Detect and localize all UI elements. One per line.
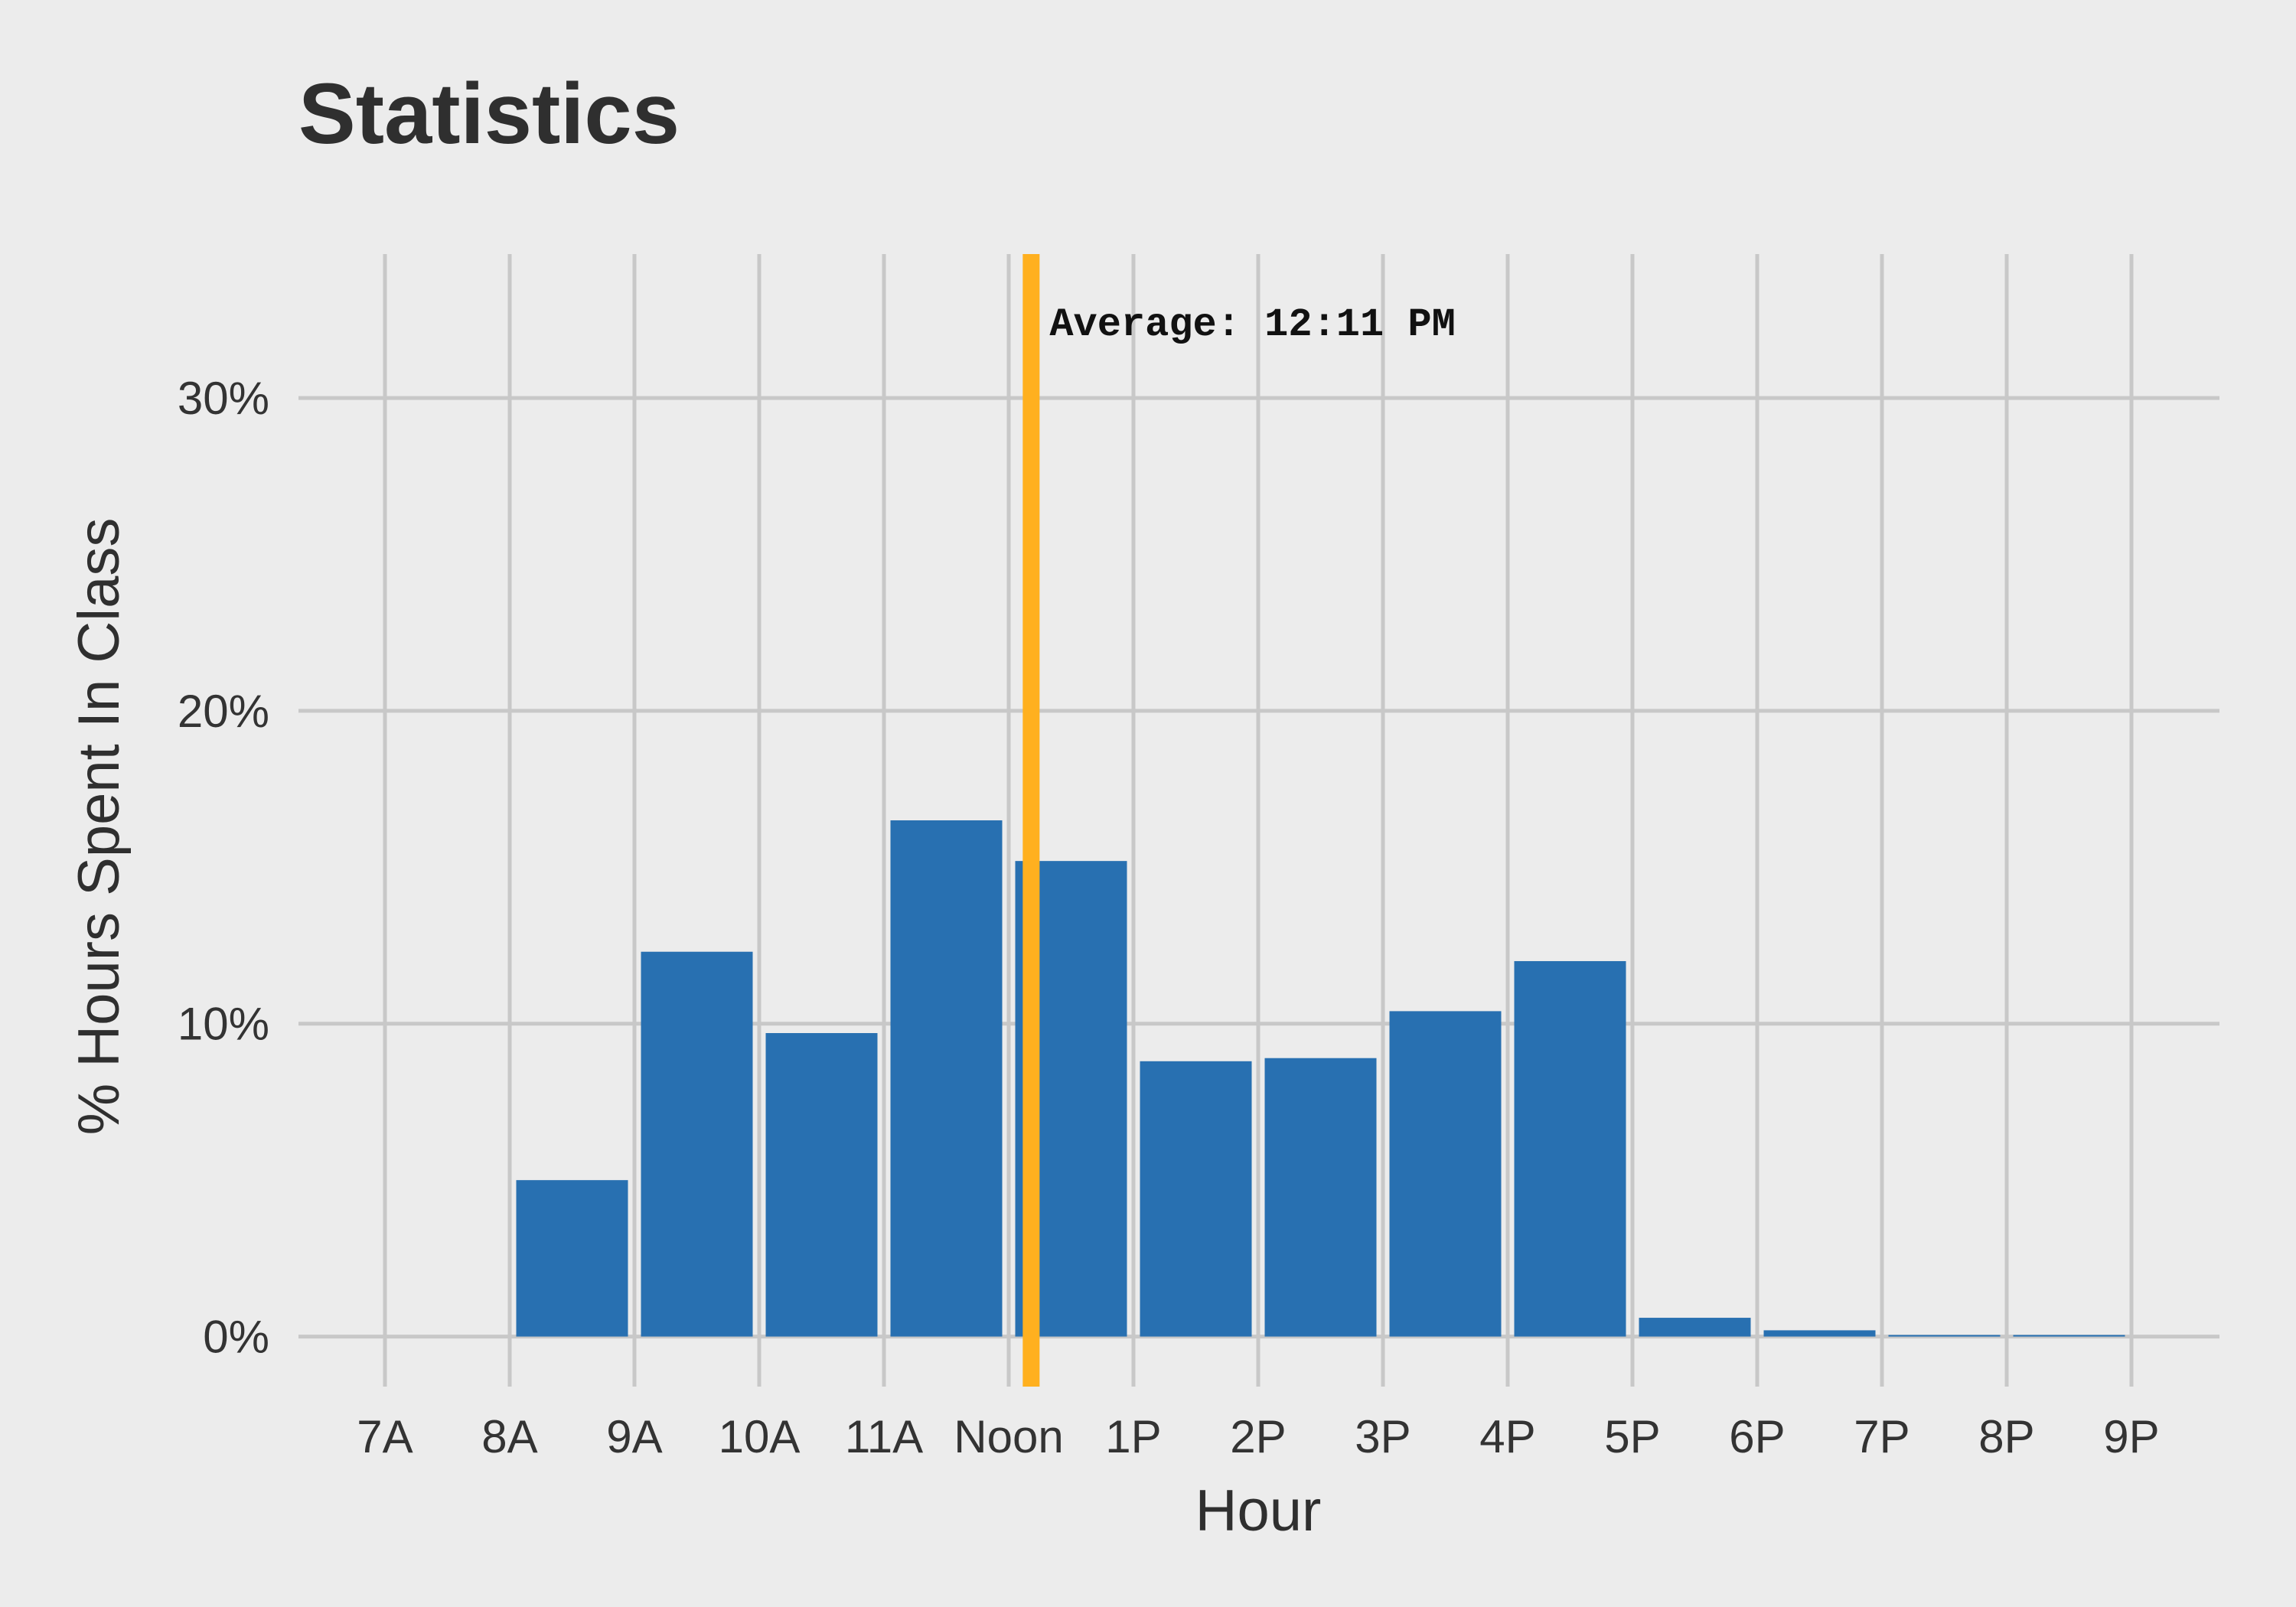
average-line [1022, 254, 1040, 1387]
bars [516, 820, 2125, 1337]
x-tick-label: 9P [2103, 1411, 2159, 1462]
average-label: Average: 12:11 PM [1049, 302, 1456, 347]
x-tick-label: 10A [719, 1411, 801, 1462]
x-tick-label: 7A [357, 1411, 413, 1462]
x-tick-label: 5P [1604, 1411, 1660, 1462]
x-tick-label: 4P [1479, 1411, 1535, 1462]
bar-2p [1264, 1058, 1377, 1337]
x-tick-label: 2P [1230, 1411, 1286, 1462]
bar-3p [1389, 1011, 1502, 1337]
chart-title: Statistics [298, 66, 680, 161]
y-tick-labels: 0% 10% 20% 30% [178, 373, 269, 1363]
x-tick-label: 7P [1854, 1411, 1910, 1462]
x-tick-labels: 7A 8A 9A 10A 11A Noon 1P 2P 3P 4P 5P 6P 7P 8P 9P [357, 1411, 2159, 1462]
y-tick-label: 0% [203, 1312, 269, 1363]
x-tick-label: 6P [1729, 1411, 1785, 1462]
gridlines [298, 254, 2219, 1387]
x-tick-label: 8P [1978, 1411, 2034, 1462]
x-tick-label: 9A [606, 1411, 662, 1462]
x-tick-label: 1P [1105, 1411, 1161, 1462]
x-tick-label: 11A [845, 1411, 923, 1462]
bar-8a [516, 1180, 628, 1337]
y-tick-label: 30% [178, 373, 269, 424]
bar-1p [1140, 1061, 1252, 1337]
bar-4p [1514, 960, 1626, 1337]
bar-6p [1763, 1330, 1876, 1337]
y-tick-label: 10% [178, 999, 269, 1050]
bar-5p [1639, 1318, 1751, 1337]
x-tick-label: 3P [1355, 1411, 1411, 1462]
y-axis-title: % Hours Spent In Class [67, 518, 132, 1136]
x-tick-label: Noon [954, 1411, 1063, 1462]
y-tick-label: 20% [178, 686, 269, 737]
x-axis-title: Hour [1195, 1478, 1322, 1543]
bar-11a [890, 820, 1003, 1337]
bar-8p [2013, 1335, 2125, 1337]
bar-9a [641, 951, 753, 1337]
average-marker: Average: 12:11 PM [1022, 254, 1456, 1387]
bar-7p [1888, 1335, 2001, 1337]
bar-10a [765, 1033, 878, 1337]
x-tick-label: 8A [481, 1411, 537, 1462]
